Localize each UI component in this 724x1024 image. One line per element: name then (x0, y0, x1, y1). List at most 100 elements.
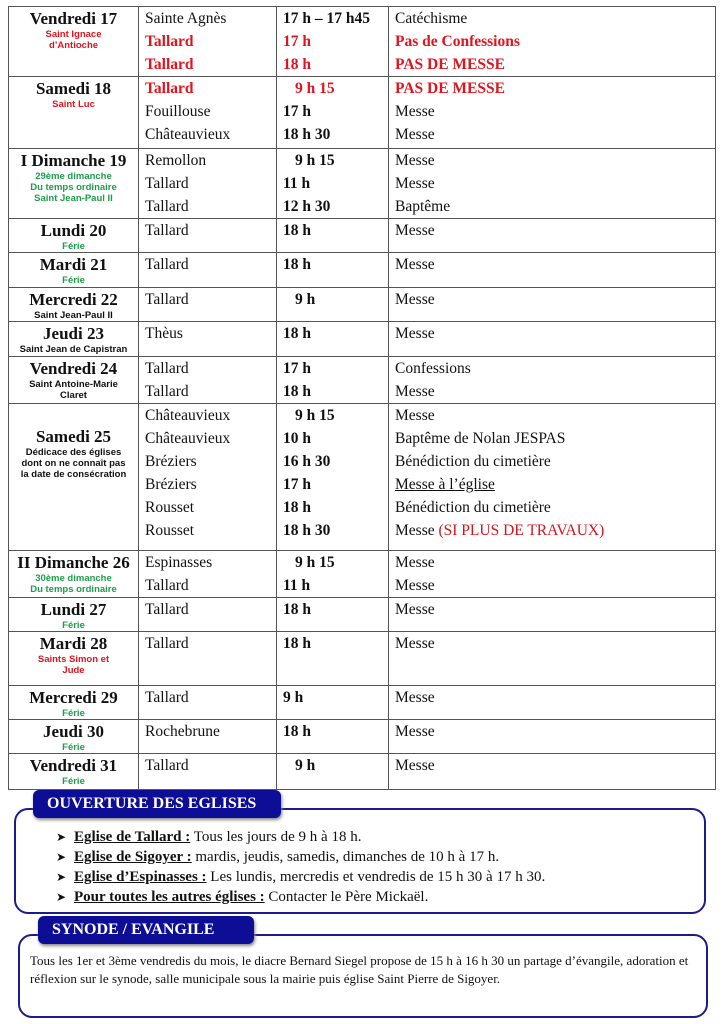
place: Tallard (145, 360, 189, 377)
time: 17 h (283, 360, 311, 377)
chevron-right-icon: ➤ (56, 890, 67, 904)
place-cell: Tallard Fouillouse Châteauvieux (138, 76, 277, 149)
place: Rousset (145, 522, 195, 539)
day-row: Samedi 18 Saint Luc Tallard Fouillouse Châte… (8, 76, 716, 149)
event-cell: Confessions Messe (388, 356, 716, 404)
event-cell: Messe (388, 719, 716, 754)
day-name: Samedi 18 (35, 79, 112, 98)
time: 17 h (283, 476, 311, 493)
day-note: Saint Jean-Paul II (34, 193, 113, 204)
event: Messe (395, 325, 435, 342)
day-name: I Dimanche 19 (20, 151, 127, 170)
chevron-right-icon: ➤ (56, 830, 67, 844)
time-cell: 9 h (276, 287, 389, 322)
day-name: Samedi 25 (35, 427, 112, 446)
event-cell: Messe (388, 218, 716, 253)
time: 18 h (283, 635, 311, 652)
day-name: Vendredi 31 (29, 756, 118, 775)
event-cell: Messe (388, 321, 716, 357)
day-row: Vendredi 24 Saint Antoine-Marie Claret Tall… (8, 356, 716, 404)
day-note: Claret (60, 390, 87, 401)
synode-box: Tous les 1er et 3ème vendredis du mois, … (18, 934, 708, 1018)
event: Bénédiction du cimetière (395, 453, 551, 470)
place-cell: Tallard (138, 252, 277, 288)
time: 9 h (295, 757, 316, 774)
place: Tallard (145, 291, 189, 308)
place: Fouillouse (145, 103, 211, 120)
place: Châteauvieux (145, 407, 231, 424)
church-label: Eglise de Sigoyer : (74, 849, 192, 865)
day-cell: Vendredi 31 Férie (8, 753, 139, 790)
time: 9 h 15 (295, 80, 335, 97)
place: Espinasses (145, 554, 213, 571)
place: Châteauvieux (145, 430, 231, 447)
place: Tallard (145, 757, 189, 774)
time-cell: 18 h (276, 631, 389, 686)
event-note: (SI PLUS DE TRAVAUX) (438, 522, 605, 539)
day-note: Férie (62, 241, 85, 252)
place: Tallard (145, 635, 189, 652)
chevron-right-icon: ➤ (56, 870, 67, 884)
opening-item: ➤ Eglise de Sigoyer : mardis, jeudis, sam… (56, 847, 704, 867)
time: 18 h (283, 256, 311, 273)
day-row: Mercredi 29 Férie Tallard 9 h Messe (8, 685, 716, 720)
day-row: Mercredi 22 Saint Jean-Paul II Tallard 9 h M… (8, 287, 716, 322)
day-note: Dédicace des églises (25, 447, 122, 458)
place-cell: Châteauvieux Châteauvieux Bréziers Bréziers… (138, 403, 277, 551)
place: Remollon (145, 152, 207, 169)
event-cell: Messe (388, 753, 716, 790)
day-row: Lundi 27 Férie Tallard 18 h Messe (8, 597, 716, 632)
event-cell: Messe (388, 597, 716, 632)
place: Tallard (145, 577, 189, 594)
time: 12 h 30 (283, 198, 331, 215)
opening-hours: Contacter le Père Mickaël. (264, 889, 429, 905)
day-note: Férie (62, 708, 85, 719)
day-note: Saint Ignace (45, 29, 102, 40)
event-cell: Messe Messe (388, 550, 716, 598)
time: 18 h (283, 601, 311, 618)
day-name: Lundi 20 (40, 221, 107, 240)
time: 9 h 15 (295, 407, 335, 424)
place: Tallard (145, 80, 194, 97)
ouverture-title: OUVERTURE DES EGLISES (33, 790, 281, 818)
synode-text: Tous les 1er et 3ème vendredis du mois, … (30, 953, 689, 986)
time-cell: 18 h (276, 719, 389, 754)
event-cell: Messe Baptême de Nolan JESPAS Bénédiction … (388, 403, 716, 551)
time: 18 h (283, 499, 311, 516)
day-row: II Dimanche 26 30ème dimanche Du temps ord… (8, 550, 716, 598)
event: Messe (395, 291, 435, 308)
day-note: Férie (62, 275, 85, 286)
time: 9 h (283, 689, 304, 706)
day-name: Mardi 21 (39, 255, 108, 274)
day-cell: Vendredi 17 Saint Ignace d’Antioche (8, 6, 139, 77)
time: 18 h (283, 222, 311, 239)
day-name: Vendredi 17 (29, 9, 118, 28)
time-cell: 17 h – 17 h45 17 h 18 h (276, 6, 389, 77)
event: Messe (395, 757, 435, 774)
day-name: Jeudi 23 (43, 324, 104, 343)
day-cell: Lundi 27 Férie (8, 597, 139, 632)
time-cell: 18 h (276, 252, 389, 288)
time-cell: 18 h (276, 218, 389, 253)
event: Messe (395, 723, 435, 740)
day-cell: Jeudi 30 Férie (8, 719, 139, 754)
event: Baptême (395, 198, 451, 215)
time: 9 h (295, 291, 316, 308)
day-cell: Lundi 20 Férie (8, 218, 139, 253)
day-note: Du temps ordinaire (30, 584, 117, 595)
place: Bréziers (145, 476, 197, 493)
event: Messe (395, 152, 435, 169)
schedule-table: Vendredi 17 Saint Ignace d’Antioche Sainte … (8, 6, 716, 790)
day-note: 30ème dimanche (35, 573, 112, 584)
time-cell: 9 h 15 17 h 18 h 30 (276, 76, 389, 149)
place: Tallard (145, 56, 194, 73)
day-note: Férie (62, 620, 85, 631)
church-label: Eglise de Tallard : (74, 829, 191, 845)
day-note: Saint Luc (52, 99, 95, 110)
place: Tallard (145, 222, 189, 239)
place-cell: Tallard (138, 685, 277, 720)
event: PAS DE MESSE (395, 80, 505, 97)
place: Tallard (145, 689, 189, 706)
place-cell: Thèus (138, 321, 277, 357)
place-cell: Rochebrune (138, 719, 277, 754)
